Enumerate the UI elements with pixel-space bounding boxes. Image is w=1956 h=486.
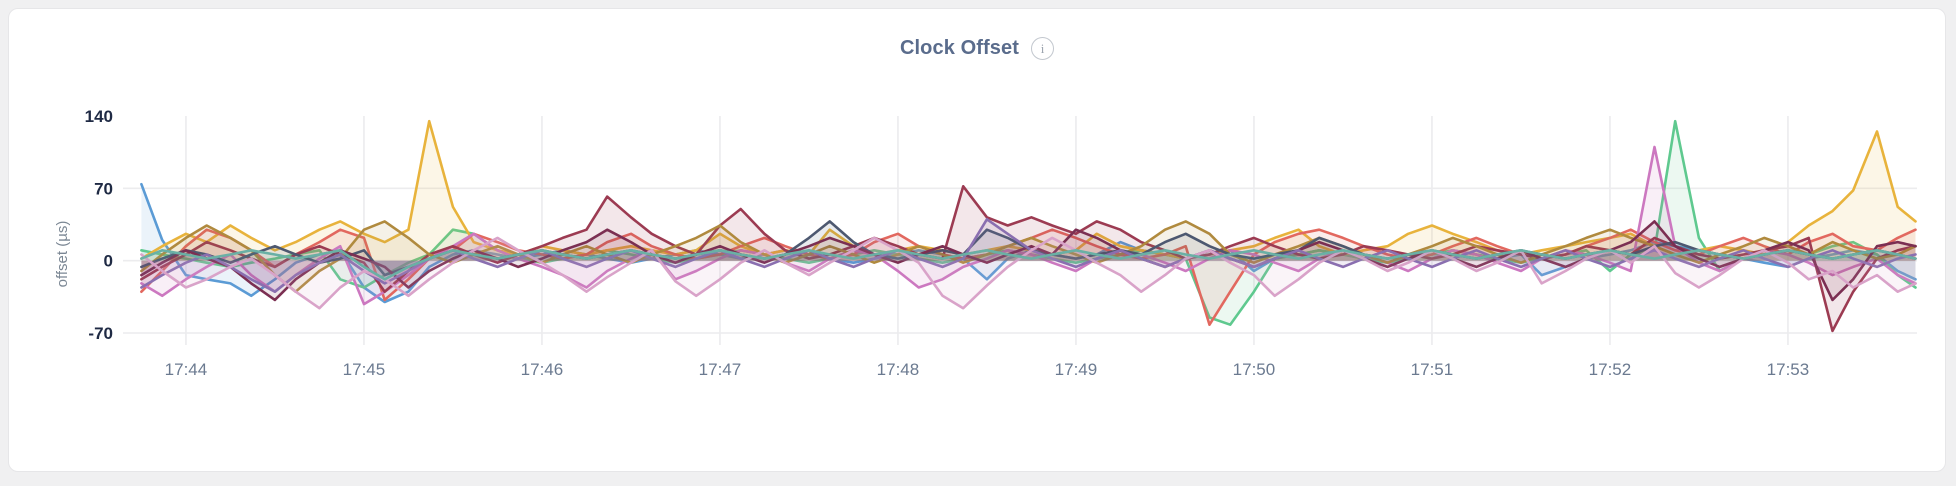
x-axis-tick-label: 17:50	[1233, 360, 1276, 379]
series-line[interactable]	[140, 220, 1917, 293]
x-axis-tick-label: 17:46	[521, 360, 564, 379]
series-area	[141, 219, 1916, 292]
x-axis-tick-label: 17:47	[699, 360, 742, 379]
x-axis-tick-label: 17:49	[1055, 360, 1098, 379]
series-area	[141, 221, 1916, 300]
x-axis-tick-label: 17:53	[1767, 360, 1810, 379]
series-line[interactable]	[140, 236, 1917, 310]
series-line[interactable]	[140, 249, 1917, 281]
series-line[interactable]	[140, 220, 1917, 302]
series-area	[141, 147, 1916, 305]
panel-header: Clock Offset i	[9, 31, 1945, 65]
y-axis-label: offset (µs)	[54, 221, 71, 288]
clock-offset-line-chart: 140 70 0 -70 offset (µs) 17:44 17:45 17:46 17:47…	[54, 107, 1917, 379]
page-title: Clock Offset	[899, 36, 1019, 59]
x-axis-tick-label: 17:45	[343, 360, 386, 379]
y-axis-tick-label: 140	[85, 107, 113, 126]
y-axis-tick-label: 70	[94, 179, 113, 198]
series-group	[140, 119, 1917, 333]
info-circle-icon[interactable]: i	[1031, 36, 1054, 60]
chart-container: 140 70 0 -70 offset (µs) 17:44 17:45 17:46 17:47…	[9, 9, 1945, 471]
x-axis-tick-label: 17:48	[877, 360, 920, 379]
x-axis-tick-label: 17:44	[165, 360, 208, 379]
y-axis-tick-label: 0	[104, 252, 113, 271]
x-axis-tick-label: 17:51	[1411, 360, 1454, 379]
x-axis-tick-label: 17:52	[1589, 360, 1632, 379]
y-axis-tick-label: -70	[88, 324, 113, 343]
clock-offset-panel: Clock Offset i 140 70 0 -70 offset (µs) 17:44…	[8, 8, 1946, 472]
series-area	[141, 221, 1916, 292]
